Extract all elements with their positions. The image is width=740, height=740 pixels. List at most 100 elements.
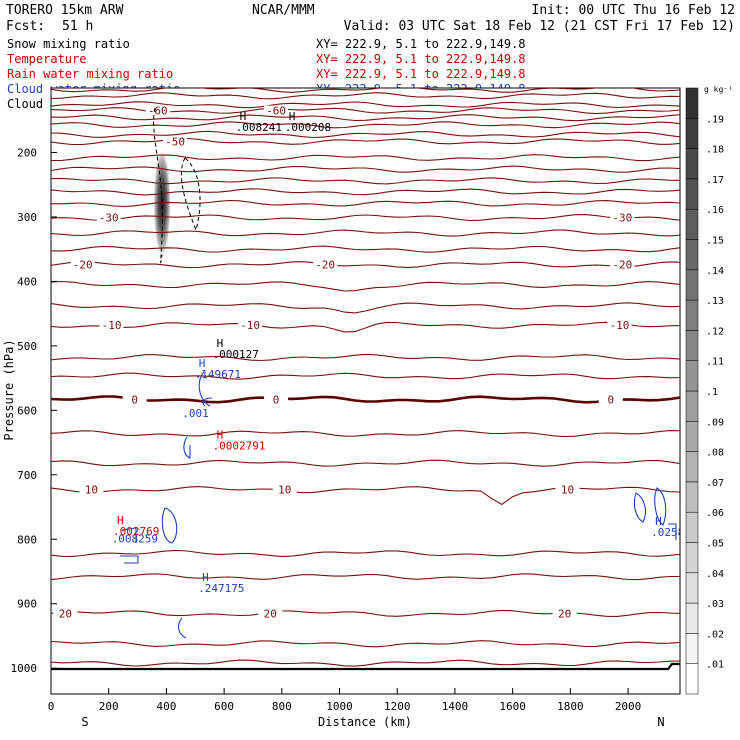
max-value-label: .149671 [195, 368, 241, 381]
temperature-label: 0 [131, 393, 138, 406]
y-tick-label: 400 [17, 275, 37, 288]
y-axis-title: Pressure (hPa) [2, 339, 16, 440]
colorbar-swatch [685, 542, 699, 574]
colorbar-label: .15 [706, 236, 724, 247]
colorbar-swatch [685, 602, 699, 634]
colorbar-swatch [685, 208, 699, 240]
temperature-contour [51, 321, 680, 333]
x-tick-label: 1200 [384, 700, 411, 713]
max-value-label: .247175 [198, 582, 244, 595]
temperature-label: -10 [240, 319, 260, 332]
colorbar-label: .09 [706, 417, 724, 428]
x-end-label-right: N [657, 715, 664, 729]
x-tick-label: 1000 [326, 700, 353, 713]
temperature-label: -30 [612, 212, 632, 225]
colorbar-label: .1 [706, 387, 718, 398]
high-marker: H [117, 514, 124, 527]
plot-layer: -60 -60 -50 -30 -30 -20 -20 -20 -10 -10 -10 0 0 0 10 10… [51, 88, 691, 671]
temperature-contour [51, 165, 680, 173]
temperature-contour [51, 280, 680, 292]
contour-label-bg [264, 394, 289, 407]
high-marker: H [202, 571, 209, 584]
temperature-contour [51, 199, 680, 208]
colorbar-swatch [685, 663, 699, 695]
contour-label-bg [610, 259, 635, 272]
colorbar-swatch [685, 511, 699, 543]
colorbar-swatch [685, 451, 699, 483]
legend-entry: Snow mixing ratio [7, 37, 130, 51]
max-value-label: .0002791 [213, 440, 266, 453]
colorbar-swatch [685, 421, 699, 452]
temperature-contour [51, 188, 680, 196]
max-value-label: .008259 [112, 533, 158, 546]
colorbar-swatch [685, 239, 699, 271]
max-value-label: .02584 [651, 526, 691, 539]
temperature-label: 20 [558, 607, 571, 620]
temperature-contour [51, 88, 680, 93]
colorbar-label: .05 [706, 539, 724, 550]
colorbar-label: .14 [706, 266, 724, 277]
y-tick-label: 800 [17, 533, 37, 546]
contour-label-bg [598, 394, 623, 407]
temperature-contour [51, 137, 680, 146]
colorbar-swatch [685, 481, 699, 513]
max-value-label: .000127 [213, 348, 259, 361]
temperature-label: -20 [315, 259, 335, 272]
max-value-label: .000208 [285, 121, 331, 134]
high-marker: H [199, 357, 206, 370]
contour-label-bg [122, 394, 147, 407]
temperature-contour [51, 92, 680, 100]
temperature-label: -10 [102, 319, 122, 332]
y-tick-label: 600 [17, 404, 37, 417]
x-axis-title: Distance (km) [318, 715, 412, 729]
colorbar-swatch [685, 87, 699, 119]
x-tick-label: 1400 [442, 700, 469, 713]
temperature-contour [51, 214, 680, 222]
x-tick-label: 600 [214, 700, 234, 713]
forecast-hour: 51 h [62, 19, 93, 34]
temperature-contour [51, 395, 680, 404]
temperature-label: -10 [609, 319, 629, 332]
center-title: NCAR/MMM [252, 3, 315, 18]
colorbar-label: .17 [706, 175, 724, 186]
contour-label-bg [555, 484, 580, 497]
forecast-label: Fcst: [6, 19, 45, 34]
high-marker: H [655, 515, 662, 528]
contour-label-bg [607, 320, 632, 333]
y-tick-label: 1000 [11, 662, 38, 675]
temperature-contour [51, 229, 680, 237]
temperature-label: -20 [73, 259, 93, 272]
cloud-water-contour [654, 487, 667, 526]
legend-entry: Temperature [7, 52, 86, 66]
x-tick-label: 800 [272, 700, 292, 713]
temperature-label: 20 [59, 607, 72, 620]
colorbar: .01 .02 .03 .04 .05 .06 .07 .08 .09 .1 .11 .12 .13 .1… [685, 85, 733, 695]
y-tick-label: 300 [17, 211, 37, 224]
max-value-label: .002769 [113, 525, 159, 538]
max-value-label: .001 [182, 407, 209, 420]
temperature-label: -60 [266, 105, 286, 118]
colorbar-label: .07 [706, 478, 724, 489]
valid-time: Valid: 03 UTC Sat 18 Feb 12 (21 CST Fri … [344, 19, 735, 34]
init-time: Init: 00 UTC Thu 16 Feb 12 [532, 3, 736, 18]
legend-xy: XY= 222.9, 5.1 to 222.9,149.8 [316, 52, 526, 66]
colorbar-label: .16 [706, 205, 724, 216]
contour-label-bg [238, 320, 263, 333]
contour-label-bg [145, 105, 170, 118]
terrain-surface [51, 662, 680, 671]
contour-label-bg [70, 259, 95, 272]
high-marker: H [217, 429, 224, 442]
colorbar-swatch [685, 390, 699, 422]
colorbar-swatch [685, 269, 699, 301]
x-tick-label: 1800 [557, 700, 584, 713]
colorbar-swatch [685, 330, 699, 361]
temperature-contour [51, 154, 680, 162]
temperature-contour [51, 114, 680, 122]
temperature-label: 10 [85, 484, 98, 497]
colorbar-label: .01 [706, 660, 724, 671]
temperature-contour [51, 459, 680, 467]
high-marker: H [217, 337, 224, 350]
model-title: TORERO 15km ARW [6, 3, 124, 18]
temperature-contour [51, 549, 680, 557]
